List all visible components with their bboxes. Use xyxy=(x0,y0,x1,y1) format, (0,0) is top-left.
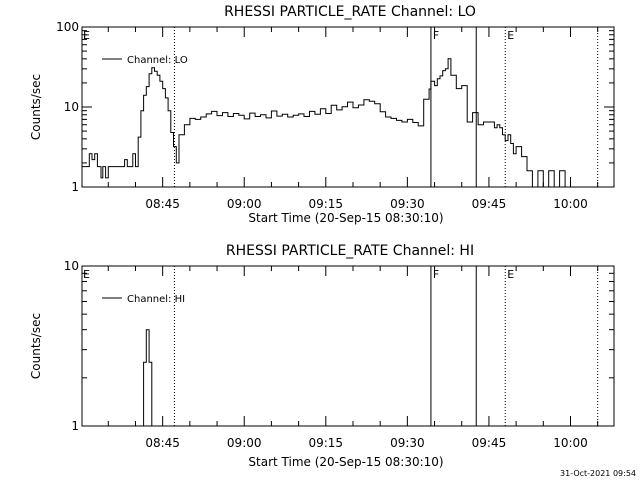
lo-marker-label: E xyxy=(83,29,90,42)
hi-channel-panel: RHESSI PARTICLE_RATE Channel: HI Counts/… xyxy=(29,243,615,469)
hi-x-tick-label: 08:45 xyxy=(145,436,180,450)
hi-marker-label: E xyxy=(83,268,90,281)
hi-plot-frame xyxy=(81,265,615,427)
lo-x-tick-label: 10:00 xyxy=(553,197,588,211)
hi-axis-ticks: 08:45 09:00 09:15 09:30 09:45 10:00 1 10 xyxy=(64,259,614,450)
hi-x-tick-label: 10:00 xyxy=(553,436,588,450)
hi-series-line xyxy=(140,329,153,427)
lo-y-tick-label: 100 xyxy=(56,20,79,34)
hi-x-tick-label: 09:30 xyxy=(390,436,425,450)
hi-x-tick-label: 09:15 xyxy=(308,436,343,450)
hi-legend-label: Channel: HI xyxy=(127,294,185,305)
lo-chart-title: RHESSI PARTICLE_RATE Channel: LO xyxy=(224,4,476,20)
lo-x-axis-label: Start Time (20-Sep-15 08:30:10) xyxy=(248,211,443,225)
hi-y-tick-label: 10 xyxy=(64,259,79,273)
lo-channel-panel: RHESSI PARTICLE_RATE Channel: LO Counts/… xyxy=(29,4,615,225)
lo-y-tick-label: 10 xyxy=(64,100,79,114)
footer-timestamp: 31-Oct-2021 09:54 xyxy=(560,469,636,478)
hi-marker-label: F xyxy=(433,268,439,281)
lo-legend-label: Channel: LO xyxy=(127,55,188,66)
lo-y-tick-label: 1 xyxy=(71,180,79,194)
hi-legend: Channel: HI xyxy=(102,294,185,305)
hi-x-axis-label: Start Time (20-Sep-15 08:30:10) xyxy=(248,455,443,469)
lo-x-tick-label: 09:45 xyxy=(472,197,507,211)
hi-chart-title: RHESSI PARTICLE_RATE Channel: HI xyxy=(226,243,474,259)
hi-x-tick-label: 09:45 xyxy=(472,436,507,450)
hi-x-tick-label: 09:00 xyxy=(227,436,262,450)
lo-axis-ticks: 08:45 09:00 09:15 09:30 09:45 10:00 1 10 100 xyxy=(56,20,614,211)
lo-y-axis-label: Counts/sec xyxy=(29,74,43,140)
lo-x-tick-label: 09:30 xyxy=(390,197,425,211)
lo-marker-label: F xyxy=(433,29,439,42)
lo-series-line xyxy=(82,58,566,188)
hi-marker-label: E xyxy=(507,268,514,281)
lo-legend: Channel: LO xyxy=(102,55,188,66)
lo-marker-label: E xyxy=(507,29,514,42)
lo-x-tick-label: 09:00 xyxy=(227,197,262,211)
lo-x-tick-label: 09:15 xyxy=(308,197,343,211)
hi-y-tick-label: 1 xyxy=(71,419,79,433)
lo-x-tick-label: 08:45 xyxy=(145,197,180,211)
hi-y-axis-label: Counts/sec xyxy=(29,313,43,379)
